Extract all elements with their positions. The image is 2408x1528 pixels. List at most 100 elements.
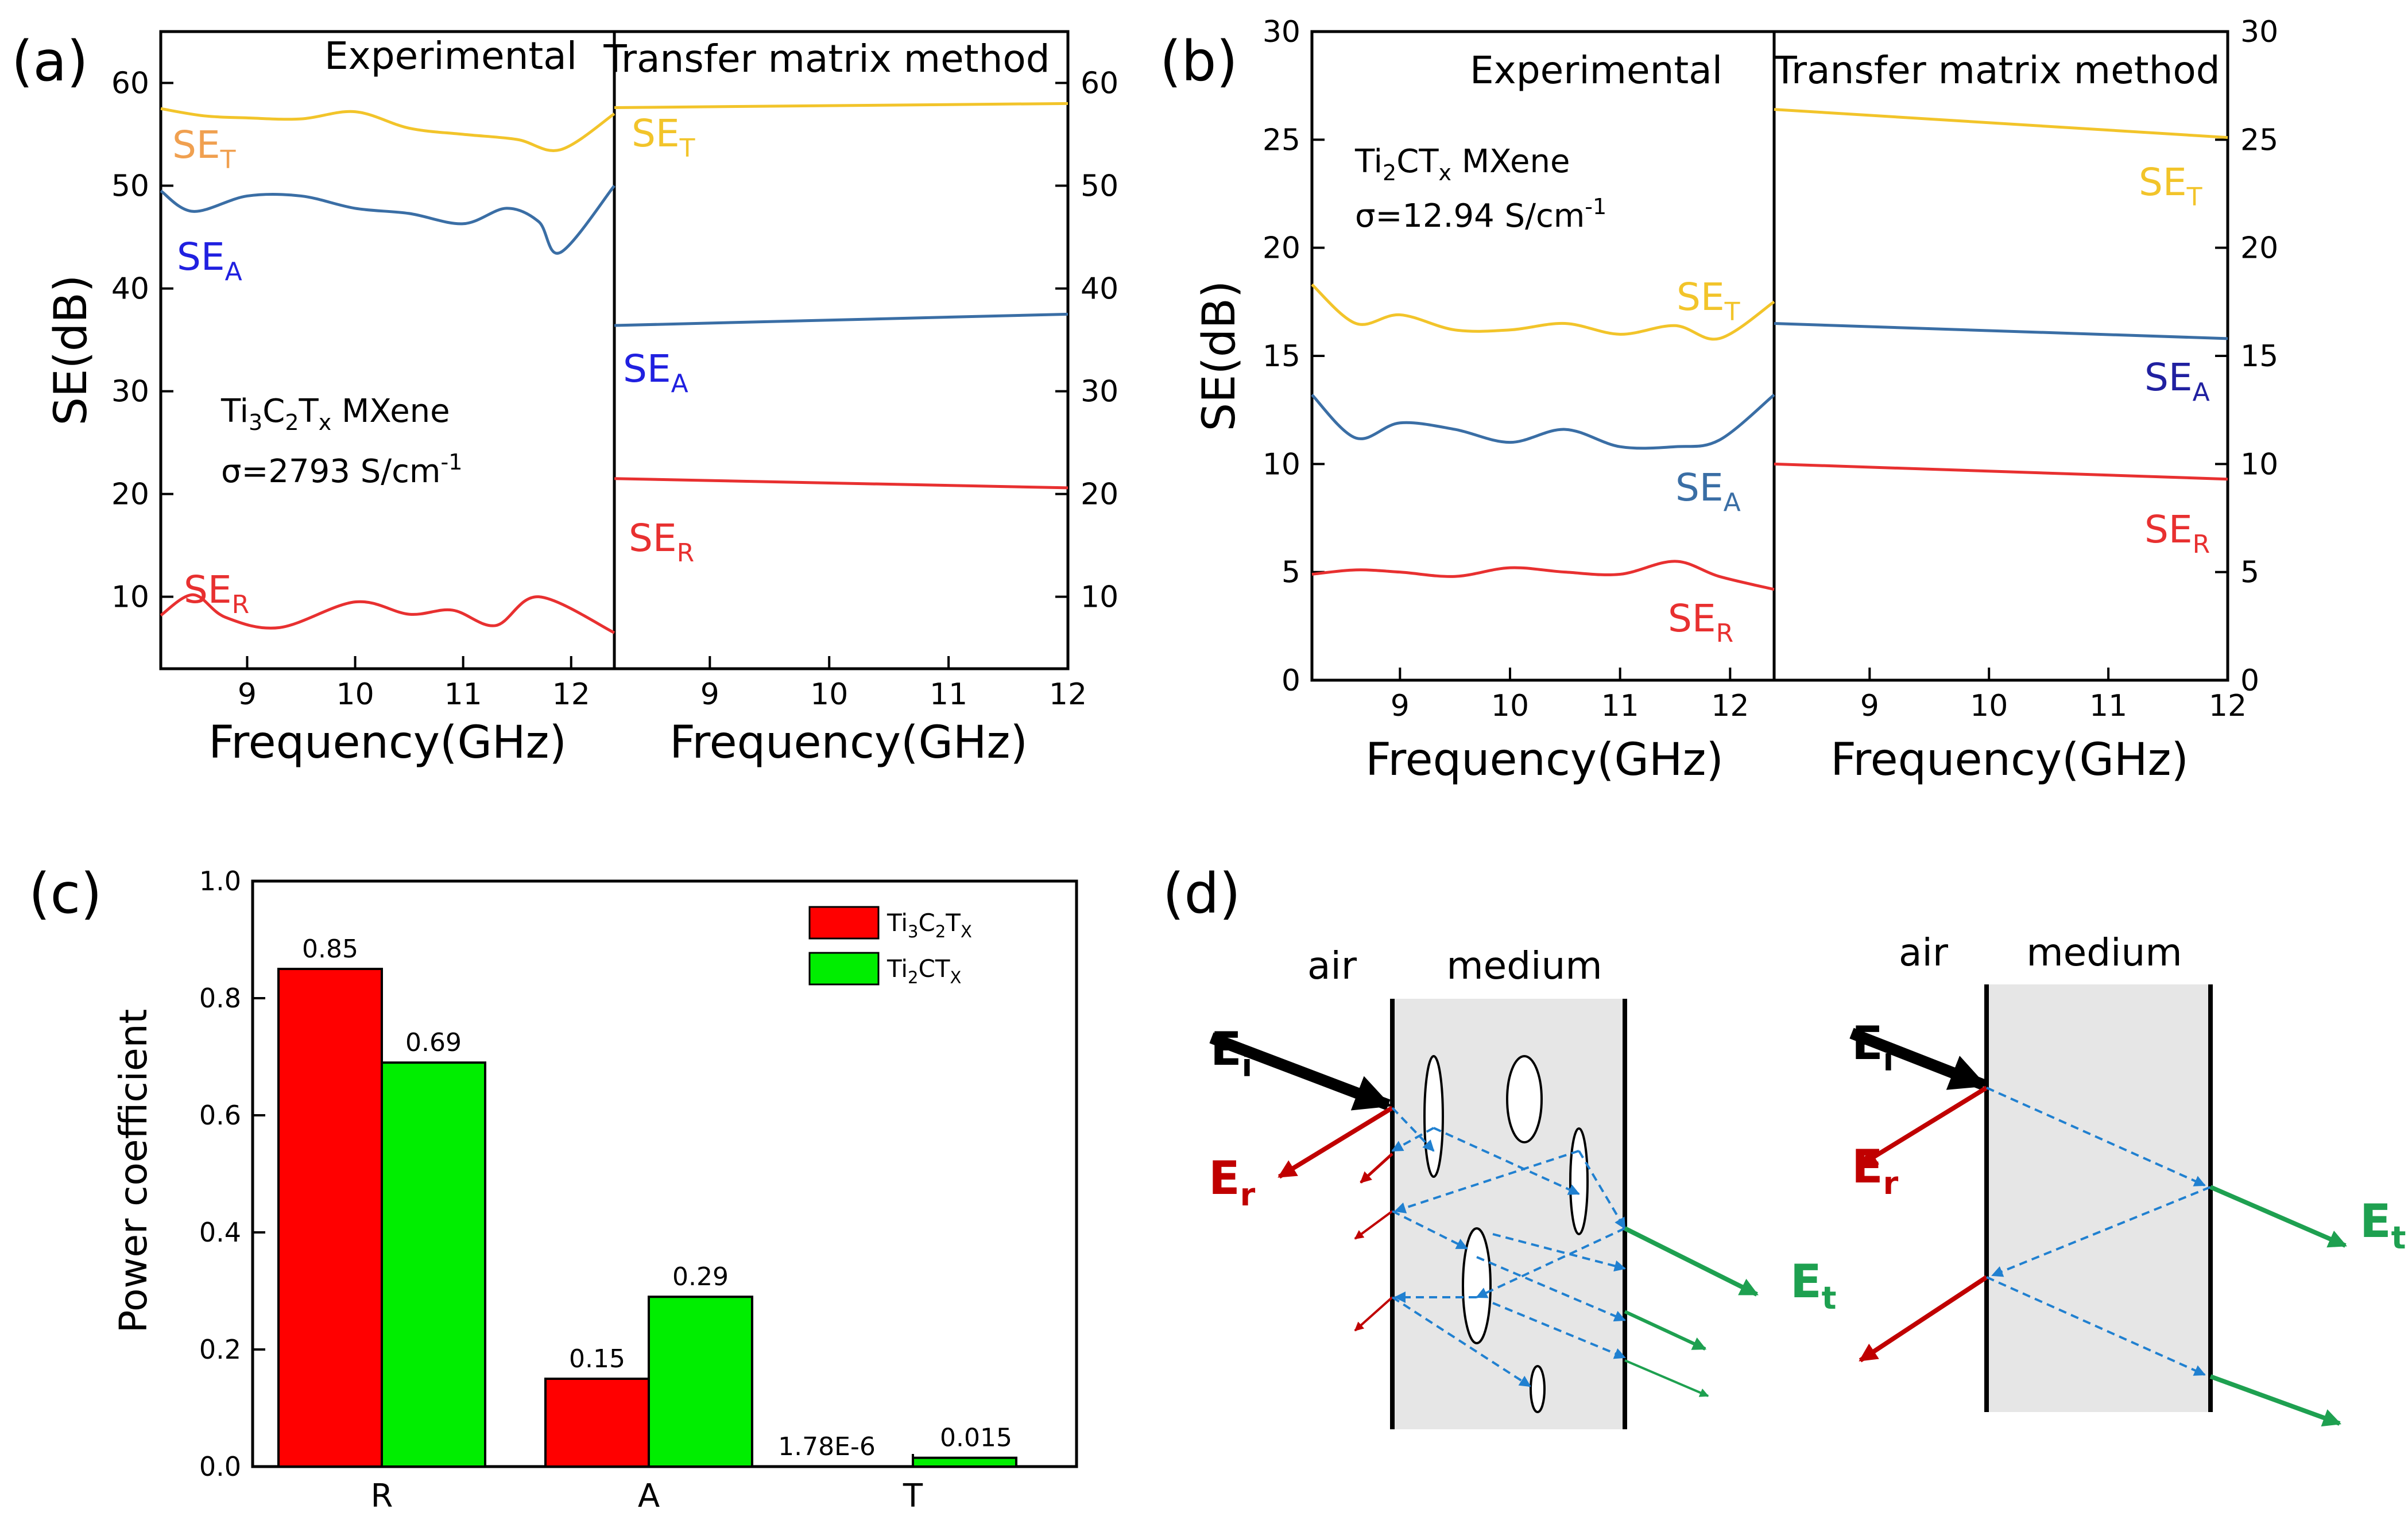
panel-b-label-ser-left: SER [1668,596,1733,648]
x-tick-label: 12 [552,677,590,712]
internal-ray [1986,1087,2206,1186]
x-tick-label: 10 [810,677,848,712]
series-line-ser [160,593,615,634]
y-tick-label: 0.6 [199,1100,241,1131]
reflected-wave-arrow [1859,1275,1988,1363]
panel-a-label-sea-left: SEA [177,235,242,286]
transmitted-wave-arrow [2209,1185,2347,1248]
panel-b-label-sea-right: SEA [2144,355,2210,407]
y-tick-label: 10 [1081,580,1118,615]
panel-b-xlabel-right: Frequency(GHz) [1830,734,2189,786]
y-tick-label: 15 [2240,339,2278,374]
y-tick-label: 30 [111,375,149,409]
reflected-wave-arrow [1277,1106,1394,1179]
x-tick-label: 9 [1860,689,1879,723]
series-line-sea [1311,393,1775,450]
panel-d: (d) air medium [1163,862,2406,1429]
bar-value-label: 0.15 [569,1344,625,1374]
incident-wave-arrow [1209,1032,1392,1111]
label-er-left: Er [1209,1151,1256,1213]
panel-c-ticks: 0.0 0.2 0.4 0.6 0.8 1.0 R A T [199,866,923,1515]
y-tick-label: 60 [1081,67,1118,101]
panel-a-material: Ti3C2Tx MXene [220,393,450,435]
y-tick-label: 20 [1263,231,1300,266]
bar-r-ti3 [277,968,383,1468]
panel-a-label-set-left: SET [172,123,236,174]
y-tick-label: 60 [111,67,149,101]
x-tick-label: 12 [1711,689,1749,723]
diagram-left: air medium [1209,944,1836,1429]
panel-b-label: (b) [1160,29,1238,94]
y-tick-label: 50 [111,169,149,204]
panel-a-xlabel-right: Frequency(GHz) [669,717,1028,769]
y-tick-label: 20 [1081,478,1118,512]
medium-slab-right [1987,984,2210,1412]
panel-b: (b) Experimental Transfer matrix method … [1160,15,2278,786]
legend-label-ti2: Ti2CTX [886,955,961,987]
internal-reflections-left [1391,1107,1626,1387]
panel-a-label-set-right: SET [632,111,695,163]
panel-a: (a) Experimental Transfer matrix method … [11,29,1118,769]
pore [1423,1055,1444,1178]
y-tick-label: 1.0 [199,866,241,897]
bar-a-ti2 [648,1296,753,1468]
y-tick-label: 0 [2240,664,2259,698]
panel-a-label: (a) [11,29,88,94]
y-tick-label: 5 [2240,556,2259,590]
x-tick-label: T [903,1477,923,1515]
internal-ray [1433,1127,1580,1195]
y-tick-label: 20 [2240,231,2278,266]
pore [1506,1055,1543,1143]
pore [1530,1365,1546,1413]
pore [1462,1227,1492,1344]
y-tick-label: 30 [2240,15,2278,49]
internal-ray [1578,1150,1626,1230]
internal-ray [1476,1227,1625,1298]
x-tick-label: 9 [1391,689,1410,723]
panel-c: (c) Power coefficient 0.0 0.2 0.4 0.6 0.8 1.0… [29,862,1078,1515]
x-tick-label: 9 [700,677,719,712]
pore [1569,1127,1589,1235]
panel-a-right-title: Transfer matrix method [603,37,1050,81]
internal-ray [1394,1150,1579,1213]
legend-swatch-ti2 [808,952,880,986]
medium-slab-left [1392,999,1625,1429]
panel-b-label-sea-left: SEA [1675,466,1741,517]
internal-ray [1391,1296,1531,1387]
diagram-right: air medium Ei Er Et [1849,930,2406,1427]
series-line-sea [614,312,1068,327]
x-tick-label: 10 [1970,689,2008,723]
x-tick-label: 10 [1491,689,1529,723]
series-line-set [614,102,1068,109]
panel-a-xlabel-left: Frequency(GHz) [208,717,567,769]
panel-c-ylabel: Power coefficient [111,1009,156,1333]
y-tick-label: 0.8 [199,983,241,1014]
panel-a-lines [160,102,1068,634]
y-tick-label: 0 [1282,664,1300,698]
y-tick-label: 15 [1263,339,1300,374]
internal-ray [1476,1256,1626,1322]
x-tick-label: 11 [2089,689,2127,723]
reflected-wave-arrow [1354,1210,1393,1240]
legend-swatch-ti3 [808,906,880,940]
label-er-right: Er [1852,1140,1899,1201]
panel-d-label: (d) [1163,862,1241,926]
panel-b-label-ser-right: SER [2144,507,2210,559]
y-tick-label: 25 [1263,123,1300,157]
transmitted-wave-arrow [1624,1359,1709,1397]
x-tick-label: 11 [1601,689,1639,723]
series-line-sea [160,184,615,255]
panel-a-label-ser-right: SER [629,516,694,568]
transmitted-wave-arrow [2209,1374,2342,1427]
panel-b-label-set-right: SET [2139,160,2202,212]
y-tick-label: 10 [111,580,149,615]
panel-a-conductivity: σ=2793 S/cm-1 [221,449,462,490]
panel-a-ylabel: SE(dB) [45,275,97,426]
panel-c-bars: 0.85 0.69 0.15 0.29 1.78E-6 0.015 [277,934,1017,1468]
y-tick-label: 30 [1263,15,1300,49]
internal-ray [1391,1107,1435,1152]
reflected-wave-arrow [1354,1296,1393,1332]
panel-b-xlabel-left: Frequency(GHz) [1365,734,1724,786]
panel-c-label: (c) [29,862,102,926]
